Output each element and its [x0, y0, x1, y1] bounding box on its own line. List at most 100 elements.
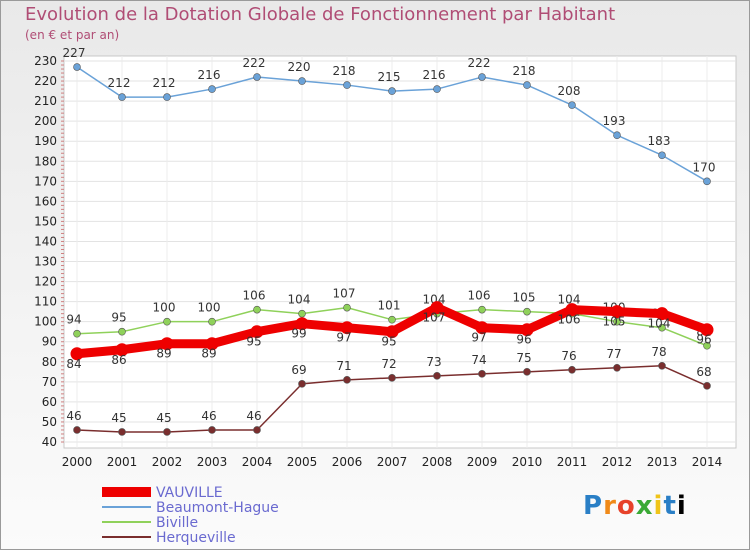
data-point [163, 428, 171, 436]
data-point [565, 303, 579, 317]
data-point [343, 376, 351, 384]
data-label: 100 [153, 301, 176, 315]
data-label: 107 [333, 287, 356, 301]
data-point [658, 323, 666, 332]
data-label: 218 [333, 64, 356, 78]
data-label: 220 [288, 60, 311, 74]
data-point [613, 131, 621, 139]
data-label: 96 [516, 333, 531, 347]
y-tick-label: 40 [42, 435, 57, 449]
data-label: 94 [66, 313, 81, 327]
data-point [523, 81, 531, 89]
data-label: 215 [378, 70, 401, 84]
y-tick-label: 70 [42, 375, 57, 389]
plot-area [63, 55, 737, 449]
data-label: 101 [378, 299, 401, 313]
data-label: 97 [471, 331, 486, 345]
data-label: 216 [423, 68, 446, 82]
data-label: 78 [651, 345, 666, 359]
data-label: 216 [198, 68, 221, 82]
data-point [205, 337, 219, 351]
x-tick-label: 2005 [287, 455, 318, 469]
data-label: 99 [291, 327, 306, 341]
y-tick-label: 230 [34, 54, 57, 68]
data-point [658, 151, 666, 160]
data-point [343, 303, 351, 312]
data-label: 73 [426, 355, 441, 369]
data-point [115, 343, 129, 357]
data-label: 106 [243, 289, 266, 303]
data-point [478, 305, 486, 314]
data-point [160, 337, 174, 351]
data-label: 75 [516, 351, 531, 365]
y-tick-label: 220 [34, 74, 57, 88]
data-point [73, 63, 81, 71]
y-tick-label: 100 [34, 315, 57, 329]
data-label: 72 [381, 357, 396, 371]
data-label: 208 [558, 84, 581, 98]
x-tick-label: 2012 [602, 455, 633, 469]
x-tick-label: 2002 [152, 455, 183, 469]
x-tick-label: 2009 [467, 455, 498, 469]
data-point [163, 317, 171, 326]
y-tick-label: 50 [42, 415, 57, 429]
data-point [73, 426, 81, 434]
data-point [433, 372, 441, 380]
data-label: 170 [693, 160, 716, 174]
data-point [208, 426, 216, 434]
data-point [703, 341, 711, 350]
chart-subtitle: (en € et par an) [25, 28, 120, 42]
x-tick-label: 2011 [557, 455, 588, 469]
data-label: 95 [246, 335, 261, 349]
data-point [208, 317, 216, 326]
y-tick-label: 160 [34, 194, 57, 208]
data-point [118, 428, 126, 436]
data-point [613, 364, 621, 372]
data-label: 218 [513, 64, 536, 78]
data-point [568, 101, 576, 109]
y-tick-label: 190 [34, 134, 57, 148]
legend-label: VAUVILLE [156, 485, 223, 501]
data-label: 89 [201, 347, 216, 361]
data-label: 104 [558, 293, 581, 307]
data-label: 71 [336, 359, 351, 373]
data-point [118, 327, 126, 336]
legend-label: Biville [156, 515, 198, 531]
data-label: 107 [423, 311, 446, 325]
y-tick-label: 180 [34, 154, 57, 168]
data-label: 84 [66, 357, 81, 371]
data-label: 96 [696, 333, 711, 347]
data-point [700, 323, 714, 337]
x-tick-label: 2004 [242, 455, 273, 469]
data-label: 100 [198, 301, 221, 315]
data-point [163, 93, 171, 101]
data-point [295, 317, 309, 331]
data-point [340, 321, 354, 335]
data-point [70, 347, 84, 361]
data-point [298, 309, 306, 318]
data-label: 89 [156, 347, 171, 361]
x-tick-label: 2008 [422, 455, 453, 469]
y-tick-label: 60 [42, 395, 57, 409]
y-tick-label: 130 [34, 255, 57, 269]
proxiti-logo: Proxiti [583, 491, 687, 521]
data-label: 86 [111, 353, 126, 367]
chart-title: Evolution de la Dotation Globale de Fonc… [25, 4, 616, 25]
y-tick-label: 80 [42, 355, 57, 369]
data-point [208, 85, 216, 93]
data-point [253, 426, 261, 434]
x-tick-label: 2007 [377, 455, 408, 469]
data-label: 104 [288, 293, 311, 307]
data-point [703, 382, 711, 390]
data-point [433, 85, 441, 93]
data-point [250, 325, 264, 339]
data-label: 106 [468, 289, 491, 303]
data-label: 104 [648, 317, 671, 331]
x-tick-label: 2014 [692, 455, 723, 469]
data-label: 222 [468, 56, 491, 70]
data-point [388, 315, 396, 324]
data-label: 77 [606, 347, 621, 361]
data-label: 69 [291, 363, 306, 377]
y-tick-label: 90 [42, 335, 57, 349]
